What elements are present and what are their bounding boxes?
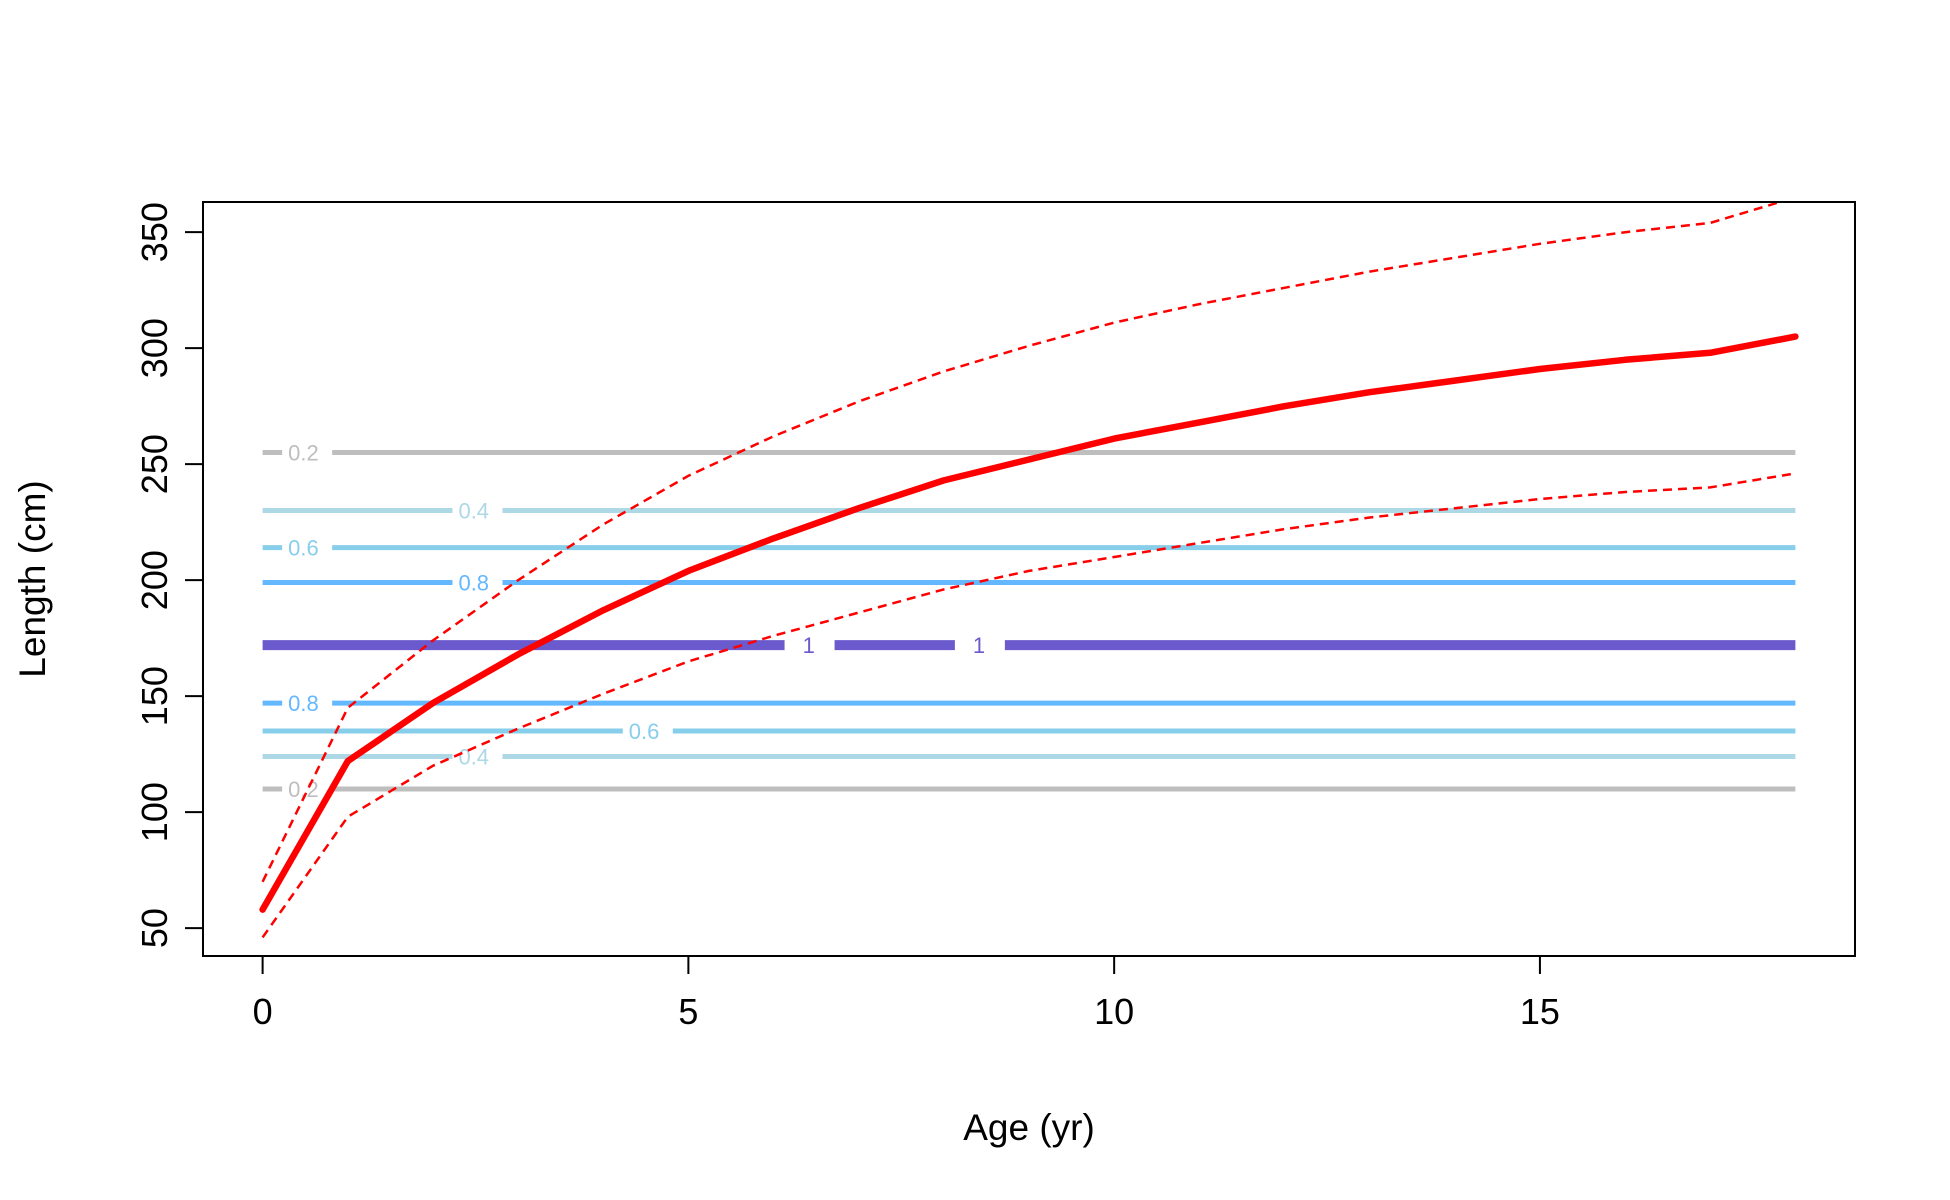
- lower-interval-line: [261, 472, 1796, 939]
- contour-label: 0.2: [288, 441, 319, 466]
- y-tick-label: 250: [134, 434, 175, 494]
- x-tick-label: 5: [678, 991, 698, 1032]
- x-tick-label: 15: [1520, 991, 1560, 1032]
- contour-label: 0.8: [288, 691, 319, 716]
- x-axis-title: Age (yr): [963, 1107, 1095, 1148]
- y-tick-label: 350: [134, 202, 175, 262]
- x-axis: 0 5 10 15: [253, 955, 1560, 1032]
- data-series: [259, 202, 1799, 939]
- upper-interval-line: [261, 202, 1785, 883]
- y-tick-label: 200: [134, 550, 175, 610]
- y-tick-label: 100: [134, 782, 175, 842]
- x-tick-label: 0: [253, 991, 273, 1032]
- contour-label: 0.6: [288, 536, 319, 561]
- y-axis-title: Length (cm): [12, 480, 53, 677]
- y-tick-label: 50: [134, 908, 175, 948]
- contour-label: 0.8: [458, 570, 489, 595]
- contour-label: 0.6: [629, 719, 660, 744]
- contour-label: 1: [973, 633, 985, 658]
- plot-frame: [202, 201, 1856, 957]
- contour-label: 1: [803, 633, 815, 658]
- y-tick-label: 300: [134, 318, 175, 378]
- contour-lines: 0.20.40.60.81 10.80.60.40.2: [262, 441, 1796, 802]
- mean-length-line: [259, 333, 1799, 913]
- contour-label: 0.4: [458, 499, 489, 524]
- x-tick-label: 10: [1094, 991, 1134, 1032]
- y-axis: 50 100 150 200 250 300 350: [134, 202, 204, 948]
- y-tick-label: 150: [134, 666, 175, 726]
